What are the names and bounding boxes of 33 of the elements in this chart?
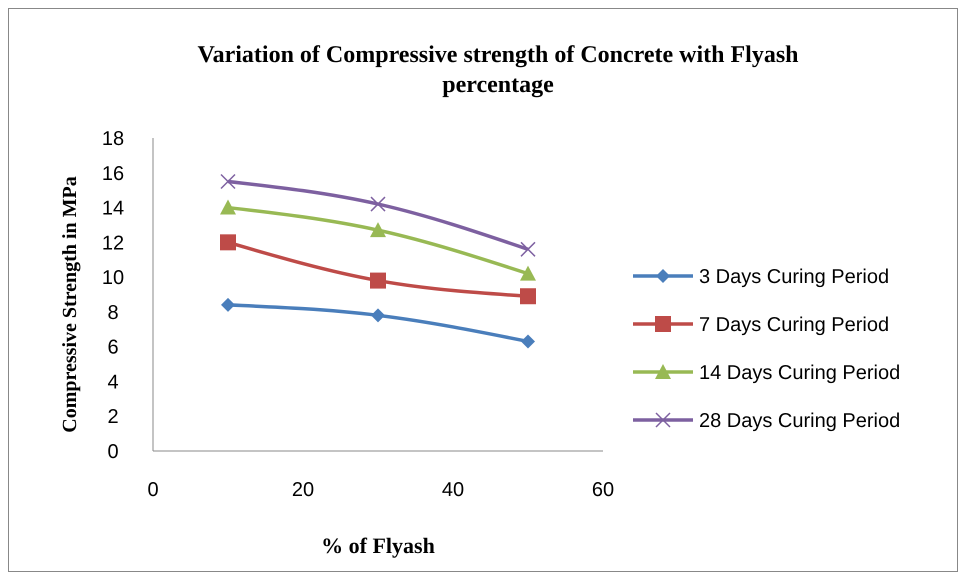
point [370,222,386,238]
point [520,242,536,258]
y-tick-label: 6 [107,336,119,359]
legend-label: 28 Days Curing Period [699,410,900,432]
point [220,234,236,250]
point [520,288,536,304]
point [371,308,385,322]
y-tick-label: 12 [102,232,124,254]
legend-label: 3 Days Curing Period [699,266,890,288]
y-axis-title: Compressive Strength in MPa [59,176,81,433]
y-tick-label: 14 [102,198,124,220]
chart-title: Variation of Compressive strength of Concrete with Flyash percentage [197,42,799,98]
y-tick-label: 16 [102,162,124,185]
y-tick-label: 18 [102,128,124,150]
x-tick-label: 40 [442,479,464,501]
y-tick-label: 0 [107,441,119,463]
y-tick-label: 4 [107,371,119,394]
legend-label: 7 Days Curing Period [699,314,890,336]
y-tick-label: 10 [102,267,124,290]
point [370,272,386,289]
x-axis-title: % of Flyash [321,533,435,558]
point [370,196,386,212]
y-tick-label: 8 [107,302,119,324]
legend-label: 14 Days Curing Period [699,362,900,384]
point [220,174,236,190]
x-tick-label: 0 [147,479,159,501]
point [220,200,236,215]
point [221,298,235,312]
y-tick-label: 2 [107,406,119,428]
x-tick-label: 20 [292,479,314,501]
x-tick-label: 60 [592,479,614,501]
point [520,266,536,281]
point [521,334,535,348]
